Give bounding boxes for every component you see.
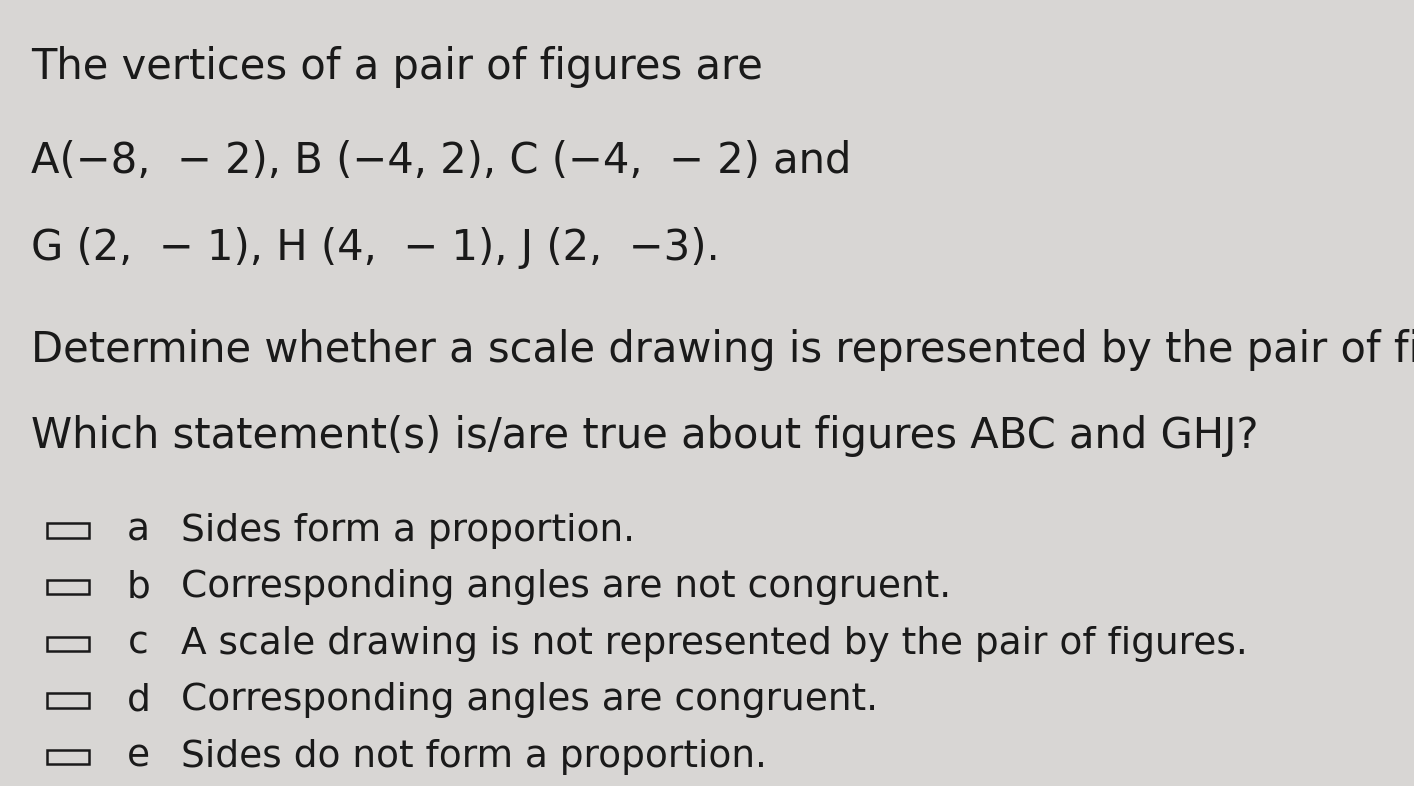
Text: Corresponding angles are congruent.: Corresponding angles are congruent. xyxy=(181,682,878,718)
Text: The vertices of a pair of figures are: The vertices of a pair of figures are xyxy=(31,46,764,88)
Text: Which statement(s) is/are true about figures ABC and GHJ?: Which statement(s) is/are true about fig… xyxy=(31,415,1258,457)
Text: e: e xyxy=(127,739,150,775)
Text: a: a xyxy=(127,512,150,549)
Text: Corresponding angles are not congruent.: Corresponding angles are not congruent. xyxy=(181,569,952,605)
Text: A(−8,  − 2), B (−4, 2), C (−4,  − 2) and: A(−8, − 2), B (−4, 2), C (−4, − 2) and xyxy=(31,140,851,182)
Text: b: b xyxy=(127,569,150,605)
Text: Determine whether a scale drawing is represented by the pair of figures.: Determine whether a scale drawing is rep… xyxy=(31,329,1414,371)
Text: G (2,  − 1), H (4,  − 1), J (2,  −3).: G (2, − 1), H (4, − 1), J (2, −3). xyxy=(31,226,720,269)
Text: A scale drawing is not represented by the pair of figures.: A scale drawing is not represented by th… xyxy=(181,626,1247,662)
Text: d: d xyxy=(127,682,150,718)
Text: c: c xyxy=(129,626,148,662)
Text: Sides form a proportion.: Sides form a proportion. xyxy=(181,512,635,549)
Text: Sides do not form a proportion.: Sides do not form a proportion. xyxy=(181,739,766,775)
